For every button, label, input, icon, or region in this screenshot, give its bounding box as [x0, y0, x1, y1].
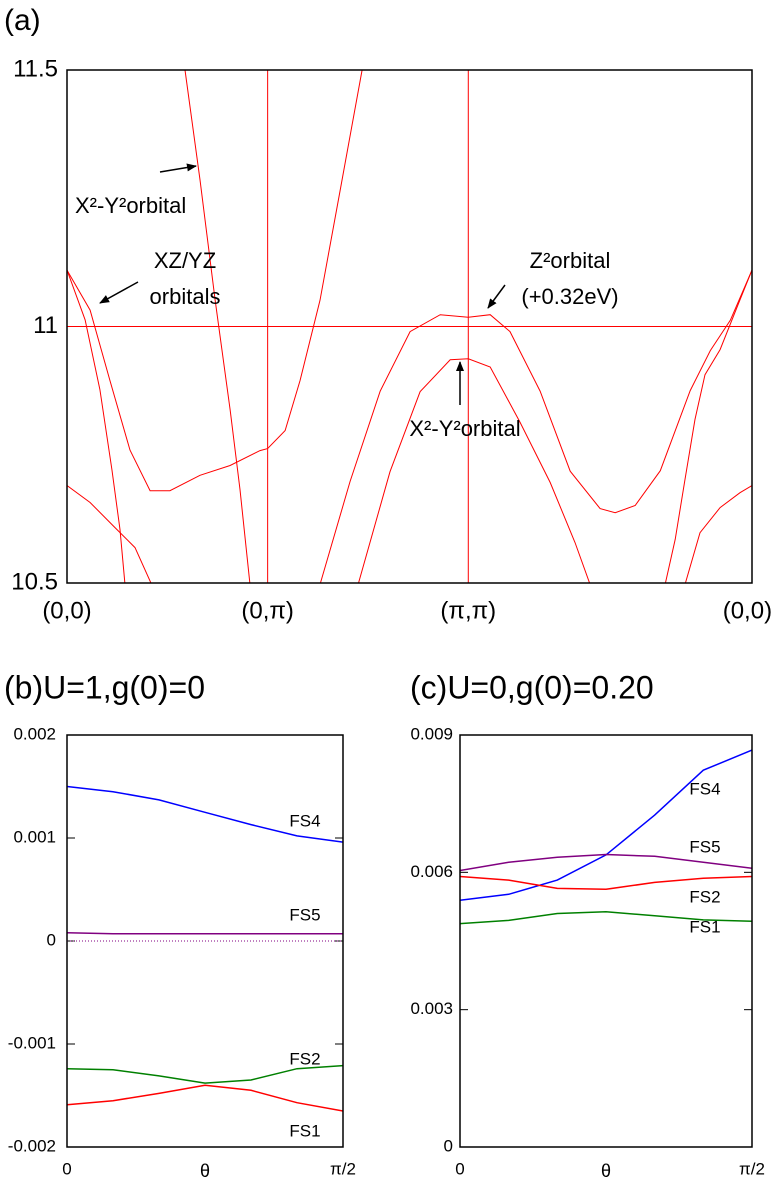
plot-area	[67, 785, 343, 1112]
series-label: FS2	[289, 1049, 320, 1068]
series-label: FS2	[689, 887, 720, 906]
x-tick-label: 0	[62, 1159, 71, 1178]
x-tick-label: (0,0)	[723, 597, 772, 624]
annotation: X²-Y²orbital	[75, 193, 186, 218]
band-line	[664, 269, 752, 583]
series-label: FS5	[289, 905, 320, 924]
y-tick-label: 0.003	[410, 999, 453, 1018]
band-line	[684, 485, 752, 583]
plot-area	[460, 749, 752, 925]
band-line	[460, 875, 752, 891]
x-tick-label: (π,π)	[440, 597, 496, 624]
band-line	[460, 853, 752, 872]
y-tick-label: 0.002	[13, 724, 56, 743]
series-label: FS5	[689, 837, 720, 856]
annotation: orbitals	[150, 284, 221, 309]
band-line	[184, 70, 251, 583]
annotation-arrow	[99, 281, 139, 304]
band-line	[67, 1084, 343, 1112]
x-tick-label: 0	[455, 1159, 464, 1178]
y-tick-label: -0.002	[8, 1136, 56, 1155]
band-line	[358, 358, 591, 583]
y-tick-label: 0.009	[410, 724, 453, 743]
annotation-arrow	[159, 163, 197, 173]
band-line	[67, 1064, 343, 1084]
y-tick-label: 10.5	[11, 568, 58, 595]
y-tick-label: 0	[47, 930, 56, 949]
annotation: X²-Y²orbital	[409, 416, 520, 441]
band-line	[460, 910, 752, 925]
panel-title: (c)U=0,g(0)=0.20	[410, 669, 654, 705]
plot-frame	[66, 734, 344, 1148]
band-line	[67, 785, 343, 843]
plot-area	[67, 70, 752, 583]
x-axis-label: θ	[601, 1161, 611, 1181]
plot-frame	[66, 69, 753, 584]
band-line	[67, 485, 152, 583]
annotation: (+0.32eV)	[521, 284, 618, 309]
band-line	[319, 269, 752, 583]
y-tick-label: 0.001	[13, 827, 56, 846]
series-label: FS4	[689, 779, 720, 798]
x-axis-label: θ	[200, 1161, 210, 1181]
panel-title: (b)U=1,g(0)=0	[4, 669, 205, 705]
annotation-arrow	[487, 284, 506, 309]
x-tick-label: π/2	[330, 1159, 356, 1178]
band-line	[67, 70, 363, 492]
series-label: FS1	[689, 917, 720, 936]
annotation: XZ/YZ	[154, 248, 216, 273]
y-tick-label: 11.5	[13, 55, 58, 82]
series-label: FS4	[289, 811, 320, 830]
y-tick-label: 0.006	[410, 862, 453, 881]
plot-frame	[459, 734, 753, 1148]
x-tick-label: (0,0)	[42, 597, 91, 624]
band-line	[67, 932, 343, 935]
x-tick-label: (0,π)	[241, 597, 294, 624]
x-tick-label: π/2	[739, 1159, 765, 1178]
annotation: Z²orbital	[530, 248, 611, 273]
band-line	[67, 269, 126, 583]
series-label: FS1	[289, 1121, 320, 1140]
y-tick-label: -0.001	[8, 1033, 56, 1052]
panel-title: (a)	[4, 4, 41, 37]
y-tick-label: 11	[33, 312, 58, 339]
y-tick-label: 0	[444, 1136, 453, 1155]
